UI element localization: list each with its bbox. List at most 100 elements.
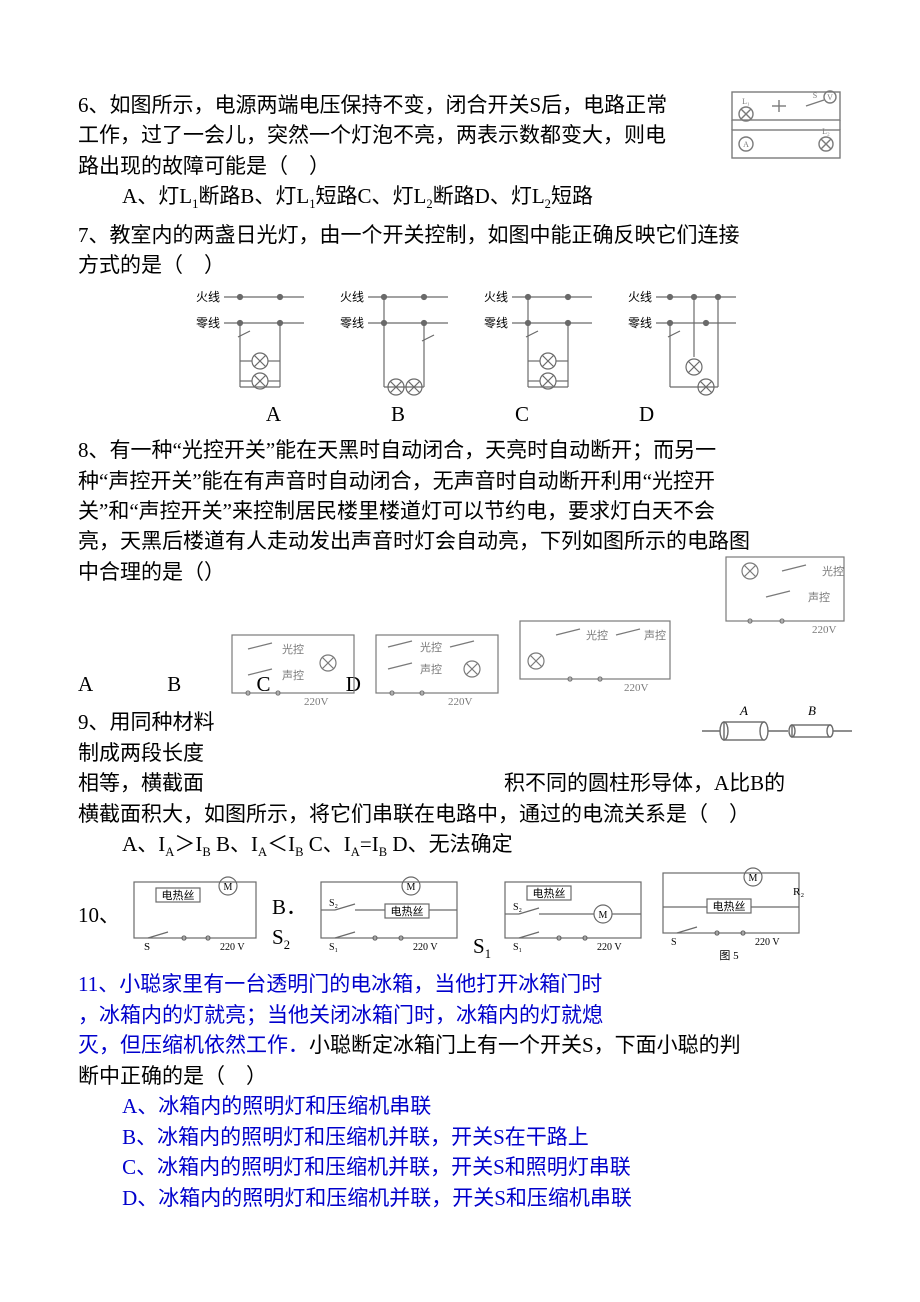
- svg-text:火线: 火线: [196, 290, 220, 304]
- svg-text:电热丝: 电热丝: [713, 900, 746, 913]
- svg-text:220V: 220V: [812, 624, 837, 636]
- q7-diagram-d: 火线 零线: [612, 287, 740, 397]
- svg-text:电热丝: 电热丝: [391, 905, 424, 918]
- svg-text:220 V: 220 V: [413, 942, 438, 953]
- svg-text:S₂: S₂: [329, 898, 338, 909]
- q8-diag-1: 光控 声控 220V: [228, 631, 360, 709]
- svg-text:火线: 火线: [484, 290, 508, 304]
- svg-text:L₂: L₂: [822, 127, 830, 136]
- q10-diag-1: 电热丝 M S 220 V: [128, 876, 264, 954]
- q6-diagram: V L₁ S A L₂: [730, 90, 842, 174]
- question-11: 11、小聪家里有一台透明门的电冰箱，当他打开冰箱门时 ，冰箱内的灯就亮；当他关闭…: [78, 969, 842, 1213]
- q7-line2: 方式的是（ ）: [78, 250, 842, 280]
- svg-text:S₁: S₁: [329, 942, 338, 953]
- q8-diagram-right: 光控 声控 220V: [722, 553, 850, 637]
- q11-opt-a: A、冰箱内的照明灯和压缩机串联: [78, 1091, 842, 1121]
- q8-opt-a: A: [78, 672, 92, 696]
- q8-line3: 关”和“声控开关”来控制居民楼里楼道灯可以节约电，要求灯白天不会: [78, 496, 842, 526]
- svg-text:声控: 声控: [420, 662, 442, 676]
- q11-line1: 11、小聪家里有一台透明门的电冰箱，当他打开冰箱门时: [78, 972, 602, 996]
- q8-lower-diagrams: 光控 声控 220V 光控 声控 22: [228, 617, 676, 709]
- q7-diagrams: 火线 零线 火线 零线: [78, 287, 842, 397]
- svg-text:S: S: [144, 941, 150, 953]
- q7-opt-c: C: [515, 399, 529, 429]
- svg-text:V: V: [827, 93, 833, 102]
- q6-line2: 工作，过了一会儿，突然一个灯泡不亮，两表示数都变大，则电: [78, 120, 730, 150]
- q6-options: A、灯L1断路B、灯L1短路C、灯L2断路D、灯L2短路: [78, 181, 842, 213]
- q7-option-labels: A B C D: [78, 399, 842, 429]
- q11-line3b: 小聪断定冰箱门上有一个开关S，下面小聪的判: [309, 1033, 741, 1057]
- q11-opt-c: C、冰箱内的照明灯和压缩机并联，开关S和照明灯串联: [78, 1152, 842, 1182]
- q8-diag-3: 光控 声控 220V: [516, 617, 676, 709]
- q10-b: B．: [272, 892, 307, 922]
- q8-diagram-area: 光控 声控 220V A B C D 光控: [78, 591, 842, 701]
- svg-text:零线: 零线: [340, 316, 364, 330]
- q7-diagram-b: 火线 零线: [324, 287, 452, 397]
- question-7: 7、教室内的两盏日光灯，由一个开关控制，如图中能正确反映它们连接 方式的是（ ）…: [78, 220, 842, 429]
- svg-text:电热丝: 电热丝: [533, 887, 566, 900]
- q7-opt-a: A: [266, 399, 281, 429]
- svg-text:声控: 声控: [282, 668, 304, 682]
- svg-text:电热丝: 电热丝: [162, 889, 195, 902]
- svg-text:220 V: 220 V: [755, 937, 780, 948]
- question-9: A B 9、用同种材料 制成两段长度 相等，横截面 积不同的圆柱形导体，A比B的…: [78, 707, 842, 861]
- svg-text:B: B: [808, 703, 816, 718]
- q7-opt-d: D: [639, 399, 654, 429]
- svg-text:M: M: [599, 910, 608, 921]
- svg-text:火线: 火线: [628, 290, 652, 304]
- svg-text:220V: 220V: [624, 682, 649, 694]
- svg-text:220 V: 220 V: [597, 942, 622, 953]
- q11-line3a: 灭，但压缩机依然工作．: [78, 1033, 309, 1057]
- q10-row: 10、 电热丝 M S 220 V B． S2 M: [78, 867, 842, 963]
- question-10: 10、 电热丝 M S 220 V B． S2 M: [78, 867, 842, 963]
- question-6: 6、如图所示，电源两端电压保持不变，闭合开关S后，电路正常 工作，过了一会儿，突…: [78, 90, 842, 214]
- q8-opt-b: B: [167, 672, 181, 696]
- svg-text:光控: 光控: [420, 640, 442, 654]
- svg-text:S₂: S₂: [513, 902, 522, 913]
- svg-text:声控: 声控: [644, 628, 666, 642]
- q11-opt-b: B、冰箱内的照明灯和压缩机并联，开关S在干路上: [78, 1122, 842, 1152]
- q9-line3: 相等，横截面 积不同的圆柱形导体，A比B的: [78, 768, 842, 798]
- question-8: 8、有一种“光控开关”能在天黑时自动闭合，天亮时自动断开；而另一 种“声控开关”…: [78, 435, 842, 701]
- q11-opt-d: D、冰箱内的照明灯和压缩机并联，开关S和压缩机串联: [78, 1183, 842, 1213]
- svg-text:光控: 光控: [822, 564, 844, 578]
- q10-prefix: 10、: [78, 900, 120, 930]
- svg-text:零线: 零线: [628, 316, 652, 330]
- svg-text:光控: 光控: [586, 628, 608, 642]
- svg-text:火线: 火线: [340, 290, 364, 304]
- svg-text:M: M: [749, 873, 758, 884]
- svg-text:光控: 光控: [282, 642, 304, 656]
- q6-row: 6、如图所示，电源两端电压保持不变，闭合开关S后，电路正常 工作，过了一会儿，突…: [78, 90, 842, 181]
- q6-line3: 路出现的故障可能是（ ）: [78, 151, 730, 181]
- svg-text:零线: 零线: [196, 316, 220, 330]
- svg-text:A: A: [739, 703, 748, 718]
- svg-text:L₁: L₁: [742, 97, 750, 106]
- q8-line2: 种“声控开关”能在有声音时自动闭合，无声音时自动断开利用“光控开: [78, 466, 842, 496]
- q10-diag-3: 电热丝 S₂ M S₁ 220 V: [499, 876, 649, 954]
- q10-diag-4: M 电热丝 R₂ S 220 V 图 5: [657, 867, 807, 963]
- q6-line1: 6、如图所示，电源两端电压保持不变，闭合开关S后，电路正常: [78, 90, 730, 120]
- q8-line4: 亮，天黑后楼道有人走动发出声音时灯会自动亮，下列如图所示的电路图: [78, 526, 842, 556]
- svg-text:S: S: [813, 91, 817, 100]
- q7-opt-b: B: [391, 399, 405, 429]
- svg-text:220 V: 220 V: [220, 942, 245, 953]
- q7-diagram-a: 火线 零线: [180, 287, 308, 397]
- q7-diagram-c: 火线 零线: [468, 287, 596, 397]
- svg-text:声控: 声控: [808, 590, 830, 604]
- svg-text:零线: 零线: [484, 316, 508, 330]
- svg-text:S₁: S₁: [513, 942, 522, 953]
- q11-line2: ，冰箱内的灯就亮；当他关闭冰箱门时，冰箱内的灯就熄: [78, 1000, 842, 1030]
- q8-diag-2: 光控 声控 220V: [372, 631, 504, 709]
- q11-line4: 断中正确的是（ ）: [78, 1061, 842, 1091]
- q7-line1: 7、教室内的两盏日光灯，由一个开关控制，如图中能正确反映它们连接: [78, 220, 842, 250]
- q9-line4: 横截面积大，如图所示，将它们串联在电路中，通过的电流关系是（ ）: [78, 799, 842, 829]
- svg-text:M: M: [224, 882, 233, 893]
- q8-line1: 8、有一种“光控开关”能在天黑时自动闭合，天亮时自动断开；而另一: [78, 435, 842, 465]
- svg-text:S: S: [671, 937, 677, 948]
- q9-options: A、IA＞IB B、IA＜IB C、IA=IB D、无法确定: [78, 829, 842, 861]
- svg-text:M: M: [407, 882, 416, 893]
- svg-text:图 5: 图 5: [719, 949, 739, 962]
- q6-text: 6、如图所示，电源两端电压保持不变，闭合开关S后，电路正常 工作，过了一会儿，突…: [78, 90, 730, 181]
- q10-diag-2: M S₂ 电热丝 S₁ 220 V: [315, 876, 465, 954]
- svg-text:R₂: R₂: [793, 886, 804, 898]
